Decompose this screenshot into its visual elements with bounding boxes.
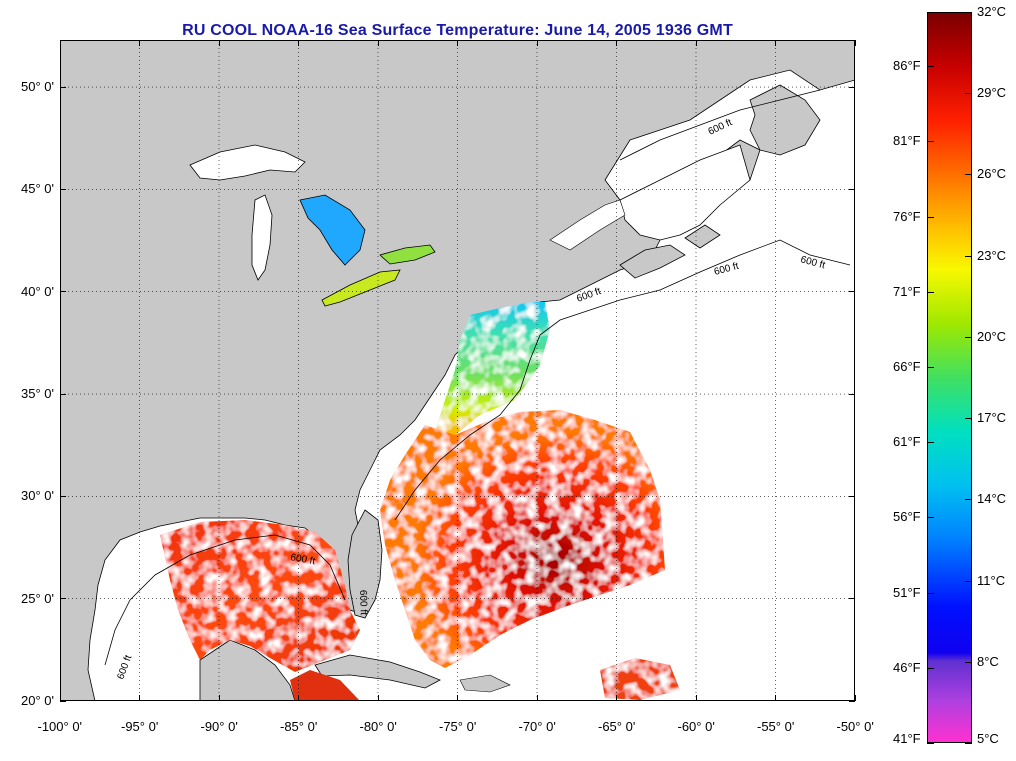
lon-tick-label: -70° 0'	[518, 719, 556, 734]
colorbar-fahrenheit-label: 76°F	[893, 208, 921, 224]
sst-shelf-waters	[435, 302, 550, 435]
water-gulf-st-lawrence	[619, 144, 751, 241]
contour-label: 600 ft	[115, 654, 134, 681]
colorbar-celsius-label: 5°C	[977, 731, 999, 746]
colorbar-tick	[965, 580, 972, 582]
colorbar-tick	[927, 442, 934, 444]
colorbar-tick	[927, 366, 934, 368]
colorbar-celsius-label: 8°C	[977, 653, 999, 669]
lake-superior	[189, 144, 306, 181]
colorbar-fahrenheit-label: 81°F	[893, 133, 921, 149]
contour-label: 600 ft	[707, 117, 735, 138]
temperature-colorbar	[927, 12, 972, 743]
colorbar-celsius-label: 14°C	[977, 491, 1007, 507]
lake-huron	[299, 194, 366, 266]
lake-erie	[321, 269, 401, 307]
colorbar-celsius-label: 11°C	[977, 572, 1006, 588]
lake-ontario	[379, 244, 436, 265]
lat-tick-label: 35° 0'	[21, 386, 54, 402]
lon-tick-label: -50° 0'	[836, 719, 874, 734]
lon-tick-label: -85° 0'	[280, 719, 318, 734]
colorbar-tick	[965, 499, 972, 501]
lon-tick-label: -95° 0'	[121, 719, 159, 734]
lake-michigan	[251, 194, 273, 281]
water-st-lawrence-river	[549, 199, 626, 251]
colorbar-tick	[965, 661, 972, 663]
lon-tick-label: -65° 0'	[598, 719, 636, 734]
contour-label: 600 ft	[713, 261, 740, 278]
colorbar-fahrenheit-label: 56°F	[893, 509, 921, 525]
colorbar-celsius-label: 29°C	[977, 85, 1007, 101]
lat-tick-label: 40° 0'	[21, 283, 54, 299]
colorbar-fahrenheit-label: 51°F	[893, 584, 921, 600]
land-cape-breton	[684, 224, 721, 249]
contour-600ft-labrador	[619, 89, 821, 161]
colorbar-tick	[965, 743, 972, 744]
colorbar-tick	[927, 743, 934, 744]
lat-tick-label: 45° 0'	[21, 181, 54, 197]
colorbar-tick	[927, 592, 934, 594]
map-title: RU COOL NOAA-16 Sea Surface Temperature:…	[182, 22, 733, 39]
colorbar-fahrenheit-label: 46°F	[893, 659, 921, 675]
colorbar-tick	[927, 66, 934, 68]
contour-label: 600 ft	[799, 254, 826, 271]
contour-600ft-gulf	[104, 534, 346, 666]
colorbar-tick	[965, 174, 972, 176]
colorbar-tick	[965, 418, 972, 420]
lat-tick-label: 50° 0'	[21, 79, 54, 95]
lon-tick-label: -55° 0'	[757, 719, 795, 734]
colorbar-fahrenheit-label: 41°F	[893, 731, 921, 746]
colorbar-tick	[927, 141, 934, 143]
colorbar-celsius-label: 23°C	[977, 247, 1007, 263]
colorbar-tick	[927, 517, 934, 519]
colorbar-celsius-label: 32°C	[977, 4, 1007, 19]
land-cuba	[314, 654, 441, 689]
colorbar-fahrenheit-label: 61°F	[893, 434, 921, 450]
lat-tick-label: 20° 0'	[21, 693, 54, 708]
land-labrador	[680, 40, 855, 80]
lat-tick-label: 30° 0'	[21, 488, 54, 504]
contour-label: 600 ft	[357, 590, 369, 616]
colorbar-fahrenheit-label: 66°F	[893, 358, 921, 374]
sst-bahamas-east	[600, 658, 680, 700]
contour-label: 600 ft	[289, 552, 316, 567]
land-newfoundland	[749, 84, 821, 156]
lon-tick-label: -60° 0'	[677, 719, 715, 734]
land-nova-scotia	[619, 244, 686, 279]
land-hispaniola	[459, 674, 511, 693]
colorbar-fahrenheit-label: 86°F	[893, 58, 921, 74]
sst-gulf-stream	[380, 410, 665, 668]
land-yucatan	[199, 639, 296, 701]
colorbar-tick	[965, 336, 972, 338]
colorbar-tick	[965, 255, 972, 257]
land-florida	[347, 509, 383, 619]
colorbar-fahrenheit-label: 71°F	[893, 283, 921, 299]
sst-caribbean	[290, 670, 360, 701]
colorbar-celsius-label: 17°C	[977, 410, 1007, 426]
lon-tick-label: -100° 0'	[37, 719, 83, 734]
contour-600ft-atlantic	[394, 239, 851, 521]
colorbar-tick	[927, 291, 934, 293]
lon-tick-label: -80° 0'	[359, 719, 397, 734]
colorbar-tick	[965, 12, 972, 13]
sst-map[interactable]: 600 ft 600 ft 600 ft 600 ft 600 ft 600 ft 600 …	[60, 40, 855, 701]
colorbar-tick	[927, 667, 934, 669]
lon-tick-label: -90° 0'	[200, 719, 238, 734]
sst-gulf-of-mexico	[160, 520, 360, 672]
lon-tick-label: -75° 0'	[439, 719, 477, 734]
colorbar-tick	[965, 93, 972, 95]
lat-tick-label: 25° 0'	[21, 590, 54, 606]
colorbar-celsius-label: 20°C	[977, 328, 1007, 344]
colorbar-celsius-label: 26°C	[977, 166, 1007, 182]
map-gridlines	[60, 40, 855, 701]
colorbar-tick	[927, 216, 934, 218]
